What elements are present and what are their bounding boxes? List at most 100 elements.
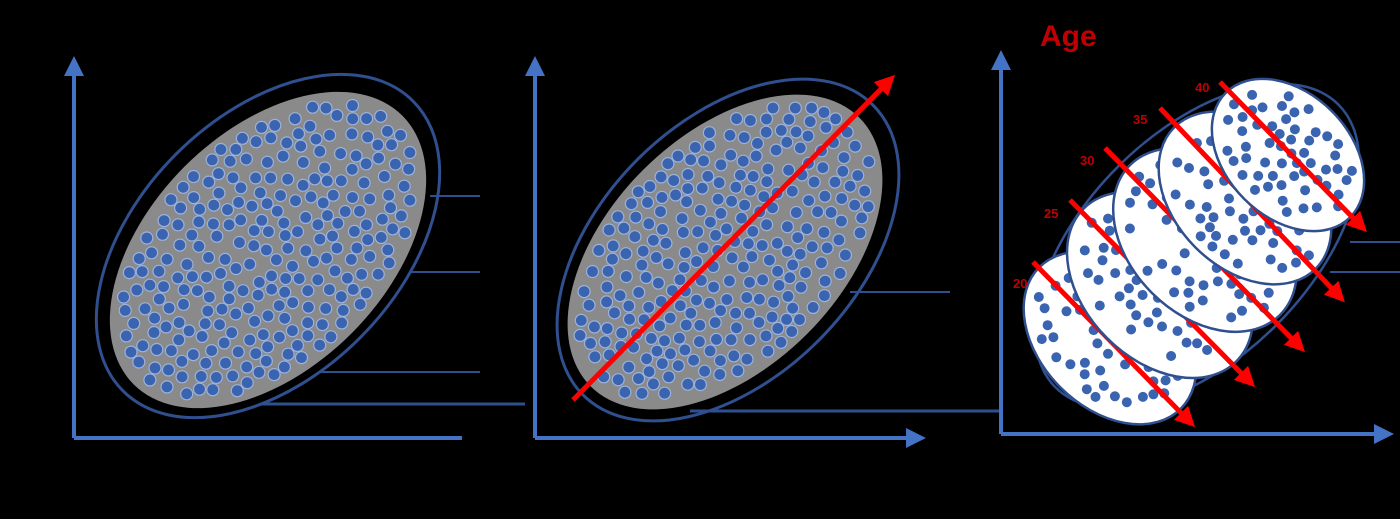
data-point	[816, 161, 830, 175]
data-point	[729, 112, 744, 126]
data-point	[1281, 114, 1292, 125]
data-point	[639, 270, 653, 284]
panel-scatter-stratified-by-age: Age 20 25 30 35 40	[991, 20, 1400, 444]
data-point	[243, 333, 257, 347]
data-point	[652, 319, 667, 333]
data-point	[1253, 170, 1264, 181]
age-label-30: 30	[1080, 153, 1094, 168]
data-point	[1092, 338, 1103, 349]
data-point	[313, 144, 327, 158]
data-point	[286, 296, 300, 310]
data-point	[1274, 129, 1285, 139]
data-point	[1281, 207, 1292, 217]
data-point	[1197, 295, 1208, 306]
data-point	[291, 127, 306, 141]
data-point	[148, 311, 162, 325]
data-point	[583, 336, 598, 350]
data-point	[657, 386, 672, 400]
data-point	[1224, 206, 1235, 217]
data-point	[667, 173, 681, 188]
data-point	[248, 314, 262, 328]
data-point	[642, 217, 656, 231]
data-point	[806, 300, 820, 314]
data-point	[1184, 276, 1195, 287]
data-point	[1179, 248, 1190, 259]
data-point	[646, 377, 661, 391]
data-point	[159, 320, 173, 334]
data-point	[360, 111, 374, 126]
data-point	[653, 205, 668, 219]
data-point	[1171, 265, 1182, 276]
data-point	[382, 256, 396, 270]
data-point	[402, 162, 416, 176]
data-point	[694, 273, 708, 287]
data-point	[251, 288, 265, 302]
data-point	[714, 206, 728, 220]
data-point	[173, 238, 187, 252]
data-point	[145, 246, 159, 260]
data-point	[217, 336, 231, 350]
data-point	[150, 342, 164, 357]
data-point	[737, 130, 751, 145]
data-point	[124, 345, 138, 359]
data-point	[702, 126, 717, 140]
data-point	[345, 127, 359, 141]
data-point	[234, 181, 248, 195]
data-point	[259, 243, 273, 257]
data-point	[802, 194, 816, 208]
data-point	[301, 329, 315, 343]
data-point	[175, 370, 189, 384]
data-point	[757, 190, 771, 204]
data-point	[229, 307, 243, 321]
data-point	[766, 101, 780, 115]
data-point	[1298, 203, 1309, 214]
data-point	[186, 348, 200, 362]
data-point	[762, 253, 777, 267]
data-point	[316, 196, 330, 210]
data-point	[1042, 320, 1053, 331]
data-point	[1267, 170, 1278, 181]
data-point	[403, 145, 417, 160]
data-point	[686, 353, 701, 367]
data-point	[383, 201, 398, 215]
data-point	[781, 163, 796, 177]
data-point	[1321, 164, 1331, 175]
data-point	[213, 266, 228, 280]
data-point	[708, 228, 723, 242]
data-point	[1161, 214, 1172, 225]
data-point	[338, 204, 352, 219]
data-point	[786, 301, 800, 315]
data-point	[742, 275, 757, 289]
data-point	[740, 290, 754, 305]
data-point	[1240, 141, 1251, 152]
data-point	[209, 370, 223, 384]
data-point	[1305, 158, 1316, 169]
data-point	[193, 202, 207, 216]
data-point	[818, 274, 832, 288]
data-point	[684, 153, 698, 167]
data-point	[264, 269, 279, 283]
data-point	[180, 387, 194, 401]
data-point	[403, 193, 417, 207]
data-point	[1123, 283, 1134, 294]
data-point	[192, 382, 207, 396]
data-point	[384, 138, 399, 152]
data-point	[140, 231, 154, 245]
data-point	[171, 271, 185, 285]
data-point	[218, 356, 233, 370]
data-point	[285, 324, 299, 338]
data-point	[222, 218, 236, 232]
data-point	[617, 221, 631, 235]
data-point	[355, 267, 369, 281]
data-point	[135, 265, 149, 279]
data-point	[851, 168, 865, 183]
data-point	[130, 283, 144, 297]
data-point	[1255, 225, 1266, 236]
data-point	[346, 282, 360, 296]
data-point	[742, 306, 757, 320]
data-point	[848, 198, 862, 212]
data-point	[661, 257, 675, 271]
data-point	[628, 230, 642, 244]
data-point	[320, 174, 334, 188]
